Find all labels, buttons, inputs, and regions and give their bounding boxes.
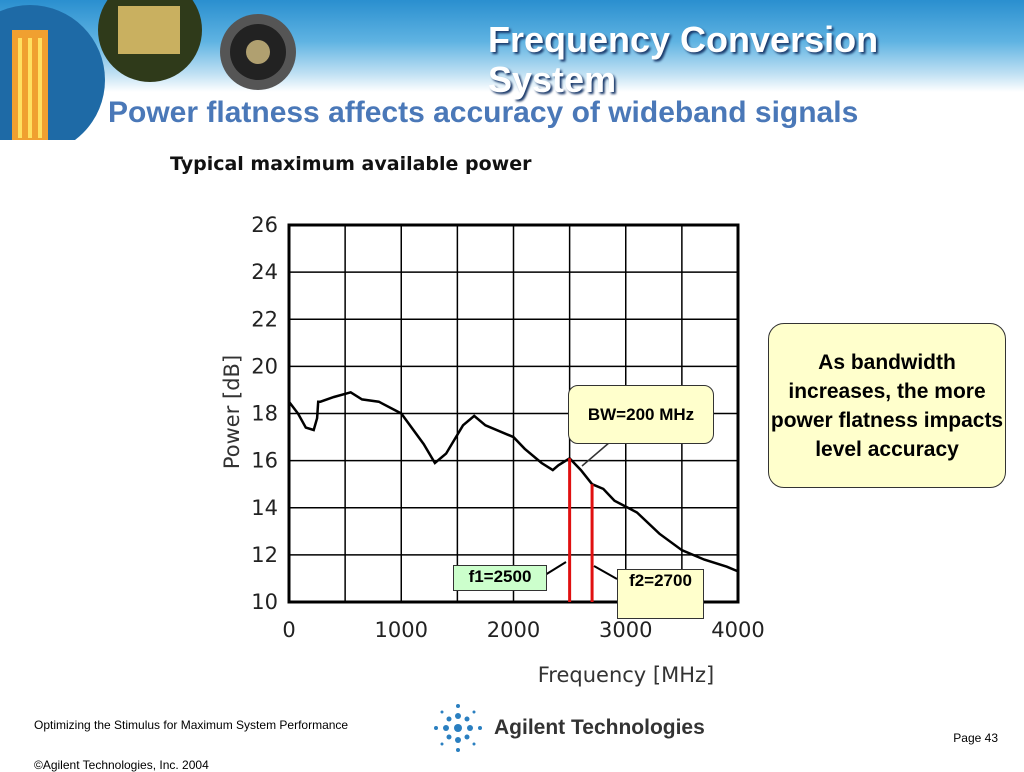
y-tick-label: 18 — [251, 402, 278, 426]
f1-label: f1=2500 — [453, 565, 547, 591]
y-tick-label: 20 — [251, 354, 278, 378]
header-decoration — [0, 0, 296, 140]
y-tick-label: 16 — [251, 449, 278, 473]
page-subtitle: Power flatness affects accuracy of wideb… — [108, 96, 859, 129]
agilent-spark-icon — [434, 704, 482, 752]
footer-presentation-title: Optimizing the Stimulus for Maximum Syst… — [34, 718, 349, 732]
page-title: Frequency Conversion System — [488, 19, 879, 100]
y-tick-label: 14 — [251, 496, 278, 520]
x-tick-label: 0 — [282, 618, 295, 642]
chart-title: Typical maximum available power — [170, 153, 532, 175]
page-number: Page 43 — [953, 731, 998, 745]
f2-pointer — [593, 565, 618, 580]
y-tick-label: 24 — [251, 260, 278, 284]
accuracy-note-callout: As bandwidth increases, the more power f… — [768, 323, 1006, 488]
y-axis-label: Power [dB] — [220, 355, 244, 469]
y-tick-label: 22 — [251, 307, 278, 331]
plot-frame — [287, 223, 740, 604]
bandwidth-callout: BW=200 MHz — [568, 385, 714, 444]
x-tick-label: 2000 — [487, 618, 540, 642]
f2-label: f2=2700 — [617, 569, 704, 619]
logo-text: Agilent Technologies — [494, 716, 705, 739]
y-tick-label: 12 — [251, 543, 278, 567]
y-tick-label: 10 — [251, 590, 278, 614]
footer-copyright: ©Agilent Technologies, Inc. 2004 — [34, 758, 209, 772]
x-tick-label: 4000 — [711, 618, 764, 642]
f1-pointer — [544, 561, 567, 576]
x-tick-label: 1000 — [375, 618, 428, 642]
series-line — [288, 390, 739, 573]
x-axis-label: Frequency [MHz] — [538, 663, 714, 687]
bw-callout-pointer — [581, 441, 611, 467]
x-tick-label: 3000 — [599, 618, 652, 642]
agilent-logo: Agilent Technologies — [430, 700, 705, 756]
y-tick-label: 26 — [251, 213, 278, 237]
